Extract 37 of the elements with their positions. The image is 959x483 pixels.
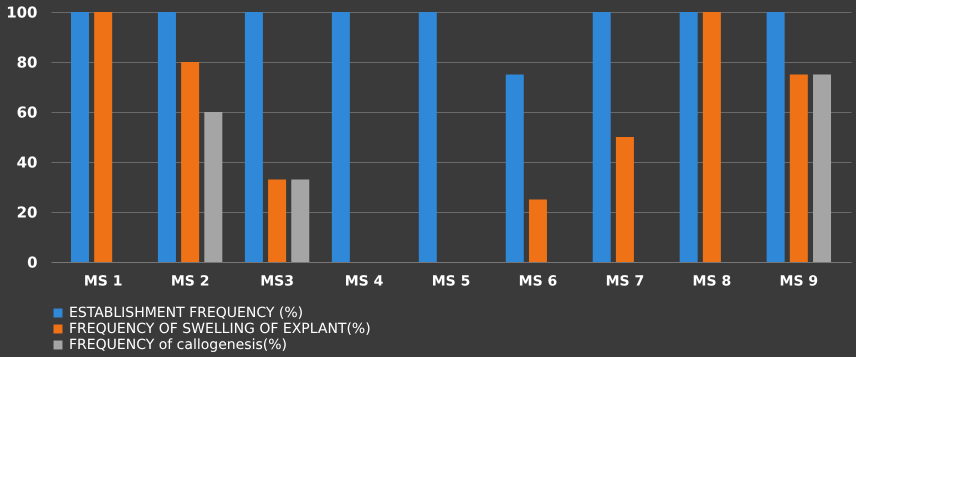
- bar: [291, 180, 310, 262]
- x-tick-label: MS 4: [344, 274, 384, 290]
- legend-label: FREQUENCY OF SWELLING OF EXPLANT(%): [69, 321, 371, 337]
- x-tick-label: MS 1: [84, 274, 122, 290]
- legend-label: ESTABLISHMENT FREQUENCY (%): [69, 305, 304, 321]
- bar: [813, 74, 832, 262]
- bar: [268, 180, 286, 262]
- bar: [332, 12, 350, 262]
- x-tick-label: MS 9: [780, 274, 818, 290]
- bar: [204, 112, 222, 262]
- x-tick-label: MS 8: [692, 274, 732, 290]
- bar: [528, 200, 547, 262]
- bar: [592, 12, 611, 262]
- bar: [766, 12, 785, 262]
- bar: [70, 12, 89, 262]
- y-tick-label: 20: [16, 204, 38, 222]
- x-tick-label: MS 2: [170, 274, 210, 290]
- bar: [244, 12, 263, 262]
- bar: [94, 12, 112, 262]
- bar: [702, 12, 721, 262]
- bar: [790, 74, 808, 262]
- bar: [680, 12, 698, 262]
- y-tick-label: 60: [16, 104, 38, 122]
- bar: [616, 137, 634, 262]
- y-tick-label: 0: [27, 254, 38, 272]
- y-tick-label: 40: [16, 154, 38, 172]
- bar: [506, 74, 524, 262]
- x-tick-label: MS 5: [432, 274, 470, 290]
- y-tick-label: 100: [6, 4, 38, 22]
- legend-label: FREQUENCY of callogenesis(%): [69, 337, 287, 353]
- x-tick-label: MS 7: [606, 274, 644, 290]
- bar: [181, 62, 200, 262]
- y-tick-label: 80: [16, 54, 38, 72]
- x-tick-label: MS 6: [518, 274, 558, 290]
- bar: [158, 12, 176, 262]
- bar: [418, 12, 437, 262]
- x-tick-label: MS3: [260, 274, 294, 290]
